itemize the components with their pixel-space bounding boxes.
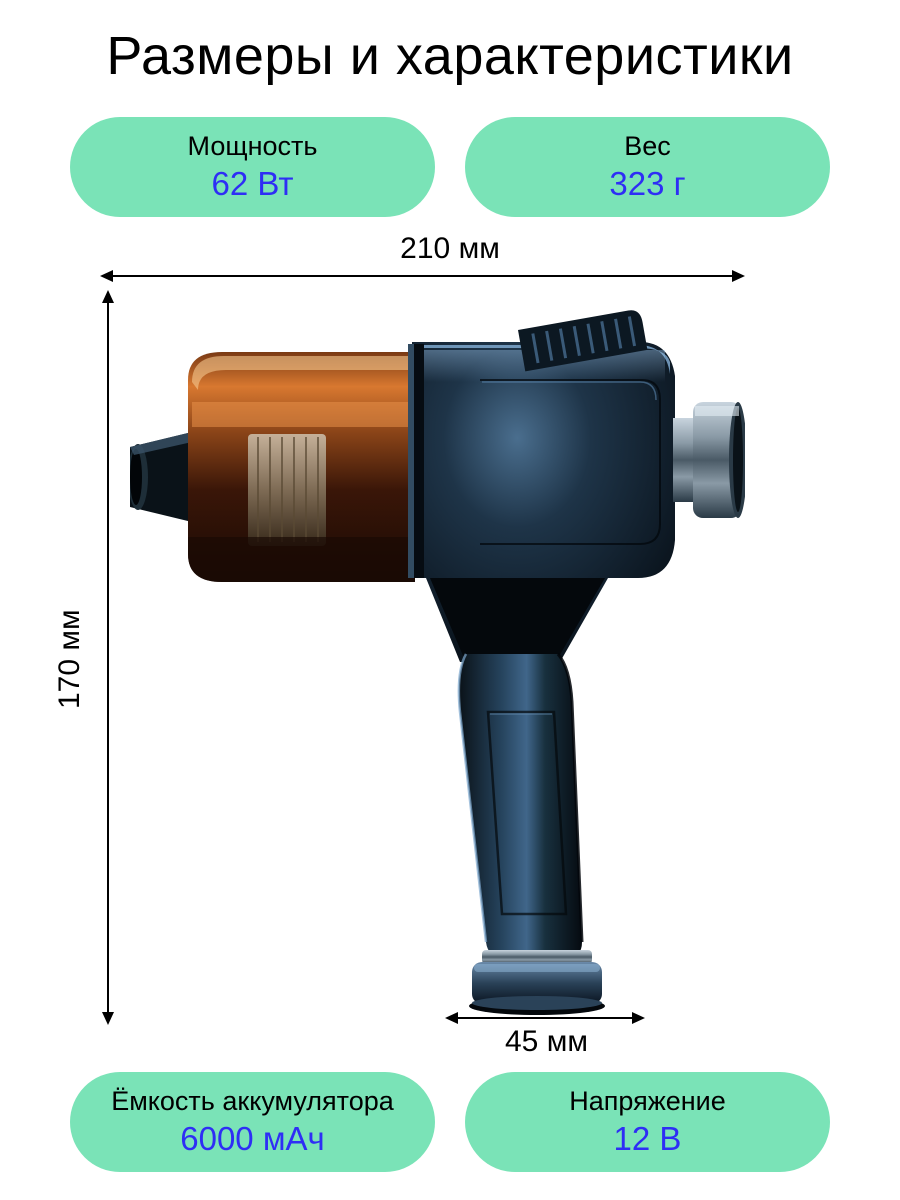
spec-value: 323 г: [609, 165, 685, 203]
arrow-head-icon: [102, 290, 114, 303]
product-illustration: [130, 282, 745, 1022]
spec-label: Напряжение: [569, 1086, 726, 1117]
bottom-spec-row: Ёмкость аккумулятора 6000 мАч Напряжение…: [0, 1072, 900, 1172]
dim-grip-label: 45 мм: [505, 1025, 588, 1059]
arrow-head-icon: [732, 270, 745, 282]
spec-value: 62 Вт: [212, 165, 294, 203]
grip-handle: [459, 654, 605, 1015]
spec-pill-power: Мощность 62 Вт: [70, 117, 435, 217]
spec-value: 12 В: [614, 1120, 682, 1158]
dust-chamber: [188, 352, 415, 582]
spec-value: 6000 мАч: [180, 1120, 324, 1158]
dim-height-arrow: [107, 299, 109, 1015]
dim-width-label: 210 мм: [400, 232, 500, 266]
nozzle: [130, 432, 192, 522]
rear-outlet: [673, 402, 745, 518]
arrow-head-icon: [100, 270, 113, 282]
spec-label: Ёмкость аккумулятора: [111, 1086, 394, 1117]
spec-pill-battery: Ёмкость аккумулятора 6000 мАч: [70, 1072, 435, 1172]
dimension-diagram: 210 мм 170 мм 45 мм: [0, 217, 900, 1052]
spec-pill-voltage: Напряжение 12 В: [465, 1072, 830, 1172]
dim-width-arrow: [110, 275, 735, 277]
page-title: Размеры и характеристики: [0, 0, 900, 87]
dim-height-label: 170 мм: [53, 609, 87, 709]
spec-label: Мощность: [188, 131, 318, 162]
spec-label: Вес: [624, 131, 671, 162]
top-spec-row: Мощность 62 Вт Вес 323 г: [0, 117, 900, 217]
motor-body: [408, 308, 675, 662]
arrow-head-icon: [102, 1012, 114, 1025]
spec-pill-weight: Вес 323 г: [465, 117, 830, 217]
